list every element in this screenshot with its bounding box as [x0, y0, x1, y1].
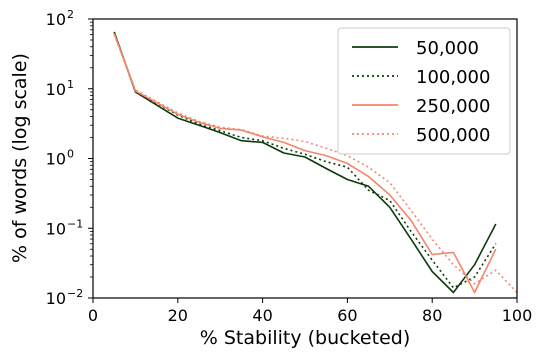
legend-label: 500,000 — [416, 125, 490, 146]
legend-label: 250,000 — [416, 96, 490, 117]
y-tick-label: 10 — [46, 219, 66, 238]
y-tick-exponent: 0 — [67, 148, 74, 161]
y-tick-label: 10 — [46, 10, 66, 29]
y-tick-exponent: −2 — [67, 287, 83, 300]
legend-box — [337, 27, 511, 155]
series-layer — [113, 31, 517, 294]
x-axis: 0 20 40 60 80 100 — [88, 298, 532, 325]
x-axis-label: % Stability (bucketed) — [200, 327, 410, 349]
y-tick-exponent: 2 — [67, 8, 74, 21]
y-tick-exponent: 1 — [67, 78, 74, 91]
legend-label: 100,000 — [416, 67, 490, 88]
x-tick-label: 20 — [168, 306, 188, 325]
series-line-3 — [113, 33, 497, 294]
series-line-2 — [113, 31, 497, 289]
x-tick-label: 40 — [252, 306, 272, 325]
x-tick-label: 60 — [337, 306, 357, 325]
x-tick-label: 100 — [502, 306, 533, 325]
x-tick-label: 0 — [88, 306, 98, 325]
y-tick-label: 10 — [46, 150, 66, 169]
legend-label: 50,000 — [416, 38, 479, 59]
y-tick-label: 10 — [46, 80, 66, 99]
y-axis-label: % of words (log scale) — [9, 53, 31, 263]
x-tick-label: 80 — [422, 306, 442, 325]
legend: 50,000 100,000 250,000 500,000 — [337, 27, 511, 155]
series-line-1 — [113, 31, 497, 294]
y-tick-label: 10 — [46, 289, 66, 308]
series-line-4 — [113, 34, 517, 294]
y-tick-exponent: −1 — [67, 217, 83, 230]
